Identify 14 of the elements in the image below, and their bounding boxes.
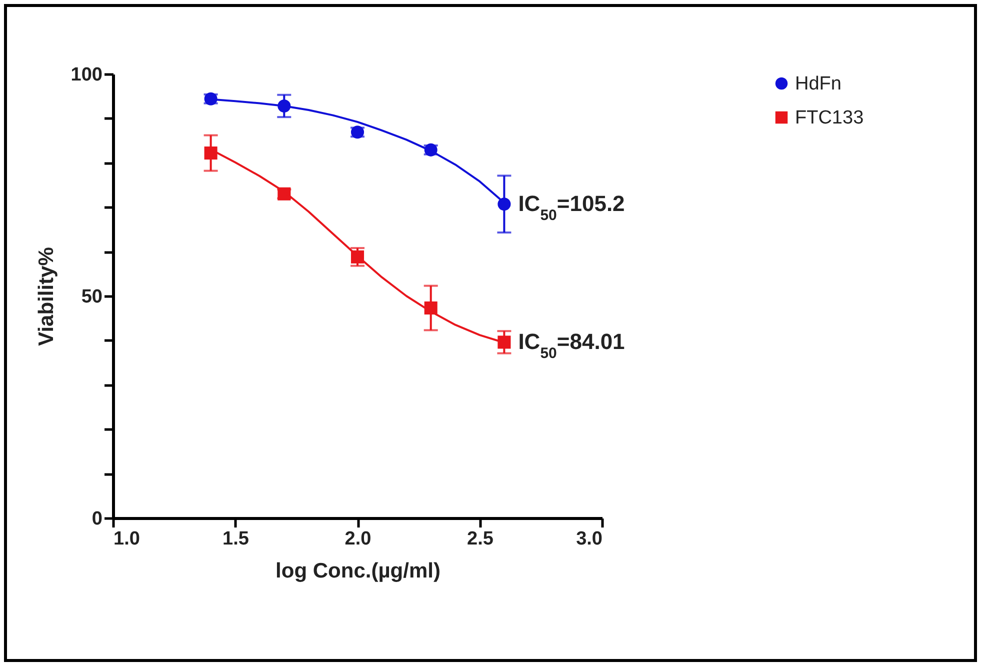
legend-label: HdFn	[795, 74, 842, 94]
annotation: IC$_{50}$=84.01	[518, 329, 625, 362]
x-axis-title: log Conc.(µg/ml)	[276, 560, 440, 582]
y-tick-label: 0	[92, 508, 102, 530]
x-tick-label: 3.0	[576, 528, 602, 550]
x-tick-label: 2.5	[467, 528, 494, 550]
legend-label: FTC133	[795, 108, 864, 128]
x-tick-label: 1.5	[222, 528, 250, 550]
y-tick-label: 50	[81, 286, 102, 308]
annotation: IC$_{50}$=105.2	[518, 191, 625, 224]
y-tick-label: 100	[70, 64, 102, 86]
x-tick-label: 2.0	[344, 528, 372, 550]
y-axis-title: Viability%	[34, 246, 58, 346]
x-tick-label: 1.0	[114, 528, 140, 550]
